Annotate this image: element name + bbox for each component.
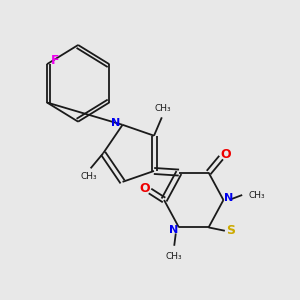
Text: F: F	[51, 54, 59, 67]
Text: CH₃: CH₃	[166, 252, 182, 261]
Text: N: N	[169, 225, 178, 235]
Text: CH₃: CH₃	[81, 172, 98, 181]
Text: O: O	[140, 182, 150, 195]
Text: CH₃: CH₃	[154, 104, 171, 113]
Text: N: N	[224, 193, 234, 203]
Text: CH₃: CH₃	[248, 190, 265, 200]
Text: S: S	[226, 224, 236, 237]
Text: N: N	[111, 118, 120, 128]
Text: O: O	[220, 148, 231, 161]
